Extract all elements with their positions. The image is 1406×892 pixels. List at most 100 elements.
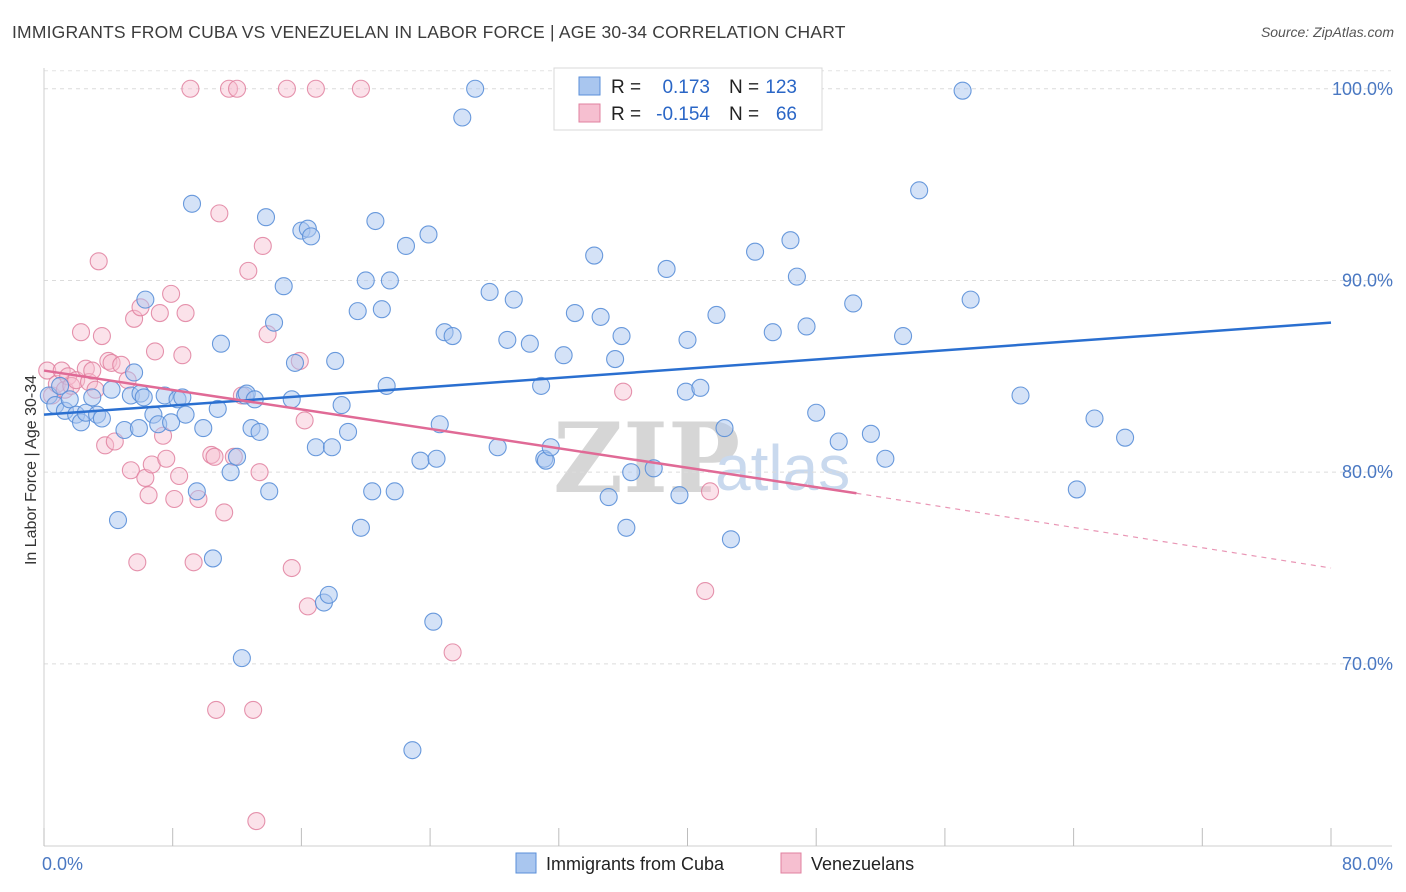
venezuela-trend-extension [856,492,1332,569]
cuba-point [591,307,610,326]
cuba-point [60,390,79,409]
chart-title: IMMIGRANTS FROM CUBA VS VENEZUELAN IN LA… [12,22,846,42]
cuba-point [419,225,438,244]
cuba-point [427,449,446,468]
cuba-point [715,419,734,438]
venezuela-point [277,79,296,98]
cuba-point [319,585,338,604]
cuba-point [554,346,573,365]
cuba-point [876,449,895,468]
cuba-point [182,194,202,213]
cuba-point [829,432,848,451]
venezuela-point [92,327,111,346]
legend-n-label-venezuela: N = [729,104,759,125]
cuba-point [585,246,604,265]
cuba-points [39,79,1135,760]
venezuela-point [282,558,301,578]
cuba-point [363,482,382,501]
cuba-point [691,378,710,397]
y-tick-label: 80.0% [1342,462,1393,482]
cuba-point [565,304,584,323]
venezuela-point [181,79,200,98]
bottom-legend-swatch-venezuela [780,852,802,874]
cuba-point [678,330,697,349]
cuba-point [208,399,227,418]
x-tick-label: 0.0% [42,854,83,874]
venezuela-point [202,445,221,464]
cuba-point [961,290,980,309]
venezuela-point [250,463,269,482]
cuba-point [176,405,195,424]
cuba-point [125,363,144,382]
cuba-point [332,396,351,415]
axes: 70.0% 80.0% 90.0% 100.0% 0.0% 80.0% [42,68,1393,874]
cuba-point [622,463,641,482]
cuba-point [787,267,806,286]
cuba-point [657,259,676,279]
bottom-legend-swatch-cuba [515,852,537,874]
venezuela-point [239,261,258,280]
cuba-point [339,422,358,441]
watermark: ZIP atlas [553,402,850,515]
cuba-point [134,388,153,407]
venezuela-point [125,309,144,328]
cuba-point [861,424,880,443]
legend-swatch-cuba [578,76,601,96]
cuba-point [424,612,443,631]
cuba-point [403,741,422,760]
cuba-point [894,327,913,346]
venezuela-point [614,382,633,401]
cuba-point [322,438,342,457]
cuba-point [136,290,155,309]
cuba-point [129,419,148,438]
cuba-point [396,236,416,256]
legend-r-value-cuba: 0.173 [662,77,710,98]
legend-n-label-cuba: N = [729,77,759,98]
legend-r-value-venezuela: -0.154 [656,104,710,125]
venezuela-trend-line [43,369,857,495]
cuba-point [232,649,251,668]
cuba-point [763,323,782,342]
cuba-trend-line [43,321,1332,416]
cuba-point [797,317,816,336]
correlation-legend: R = 0.173 N = 123 R = -0.154 N = 66 [553,67,823,131]
cuba-point [443,327,462,346]
venezuela-point [228,79,247,98]
venezuela-point [253,236,272,256]
cuba-point [108,511,128,530]
legend-n-value-cuba: 123 [765,77,797,98]
cuba-point [453,108,472,127]
cuba-point [372,300,391,319]
venezuela-point [696,581,715,601]
cuba-point [953,81,972,100]
watermark-zip: ZIP [553,402,740,515]
cuba-point [606,350,625,369]
cuba-point [746,242,765,261]
cuba-point [282,390,301,409]
venezuela-point [351,79,370,98]
watermark-atlas: atlas [715,432,850,504]
cuba-point [520,334,539,353]
y-tick-label: 90.0% [1342,270,1393,290]
venezuela-point [176,304,195,323]
x-tick-label: 80.0% [1342,854,1393,874]
venezuela-point [157,449,176,468]
legend-r-label-cuba: R = [611,77,641,98]
cuba-point [380,271,399,290]
venezuela-point [128,553,147,572]
cuba-point [1116,428,1135,447]
cuba-point [488,438,507,457]
cuba-point [285,353,305,372]
venezuela-point [121,461,140,480]
venezuela-point [306,79,325,98]
venezuela-point [165,489,184,509]
cuba-point [274,277,293,296]
cuba-point [306,438,325,457]
venezuela-point [173,346,192,365]
cuba-point [670,486,689,505]
venezuela-point [150,304,169,323]
cuba-point [302,227,321,246]
venezuela-point [215,503,234,522]
venezuela-point [71,323,91,342]
cuba-point [377,376,396,395]
